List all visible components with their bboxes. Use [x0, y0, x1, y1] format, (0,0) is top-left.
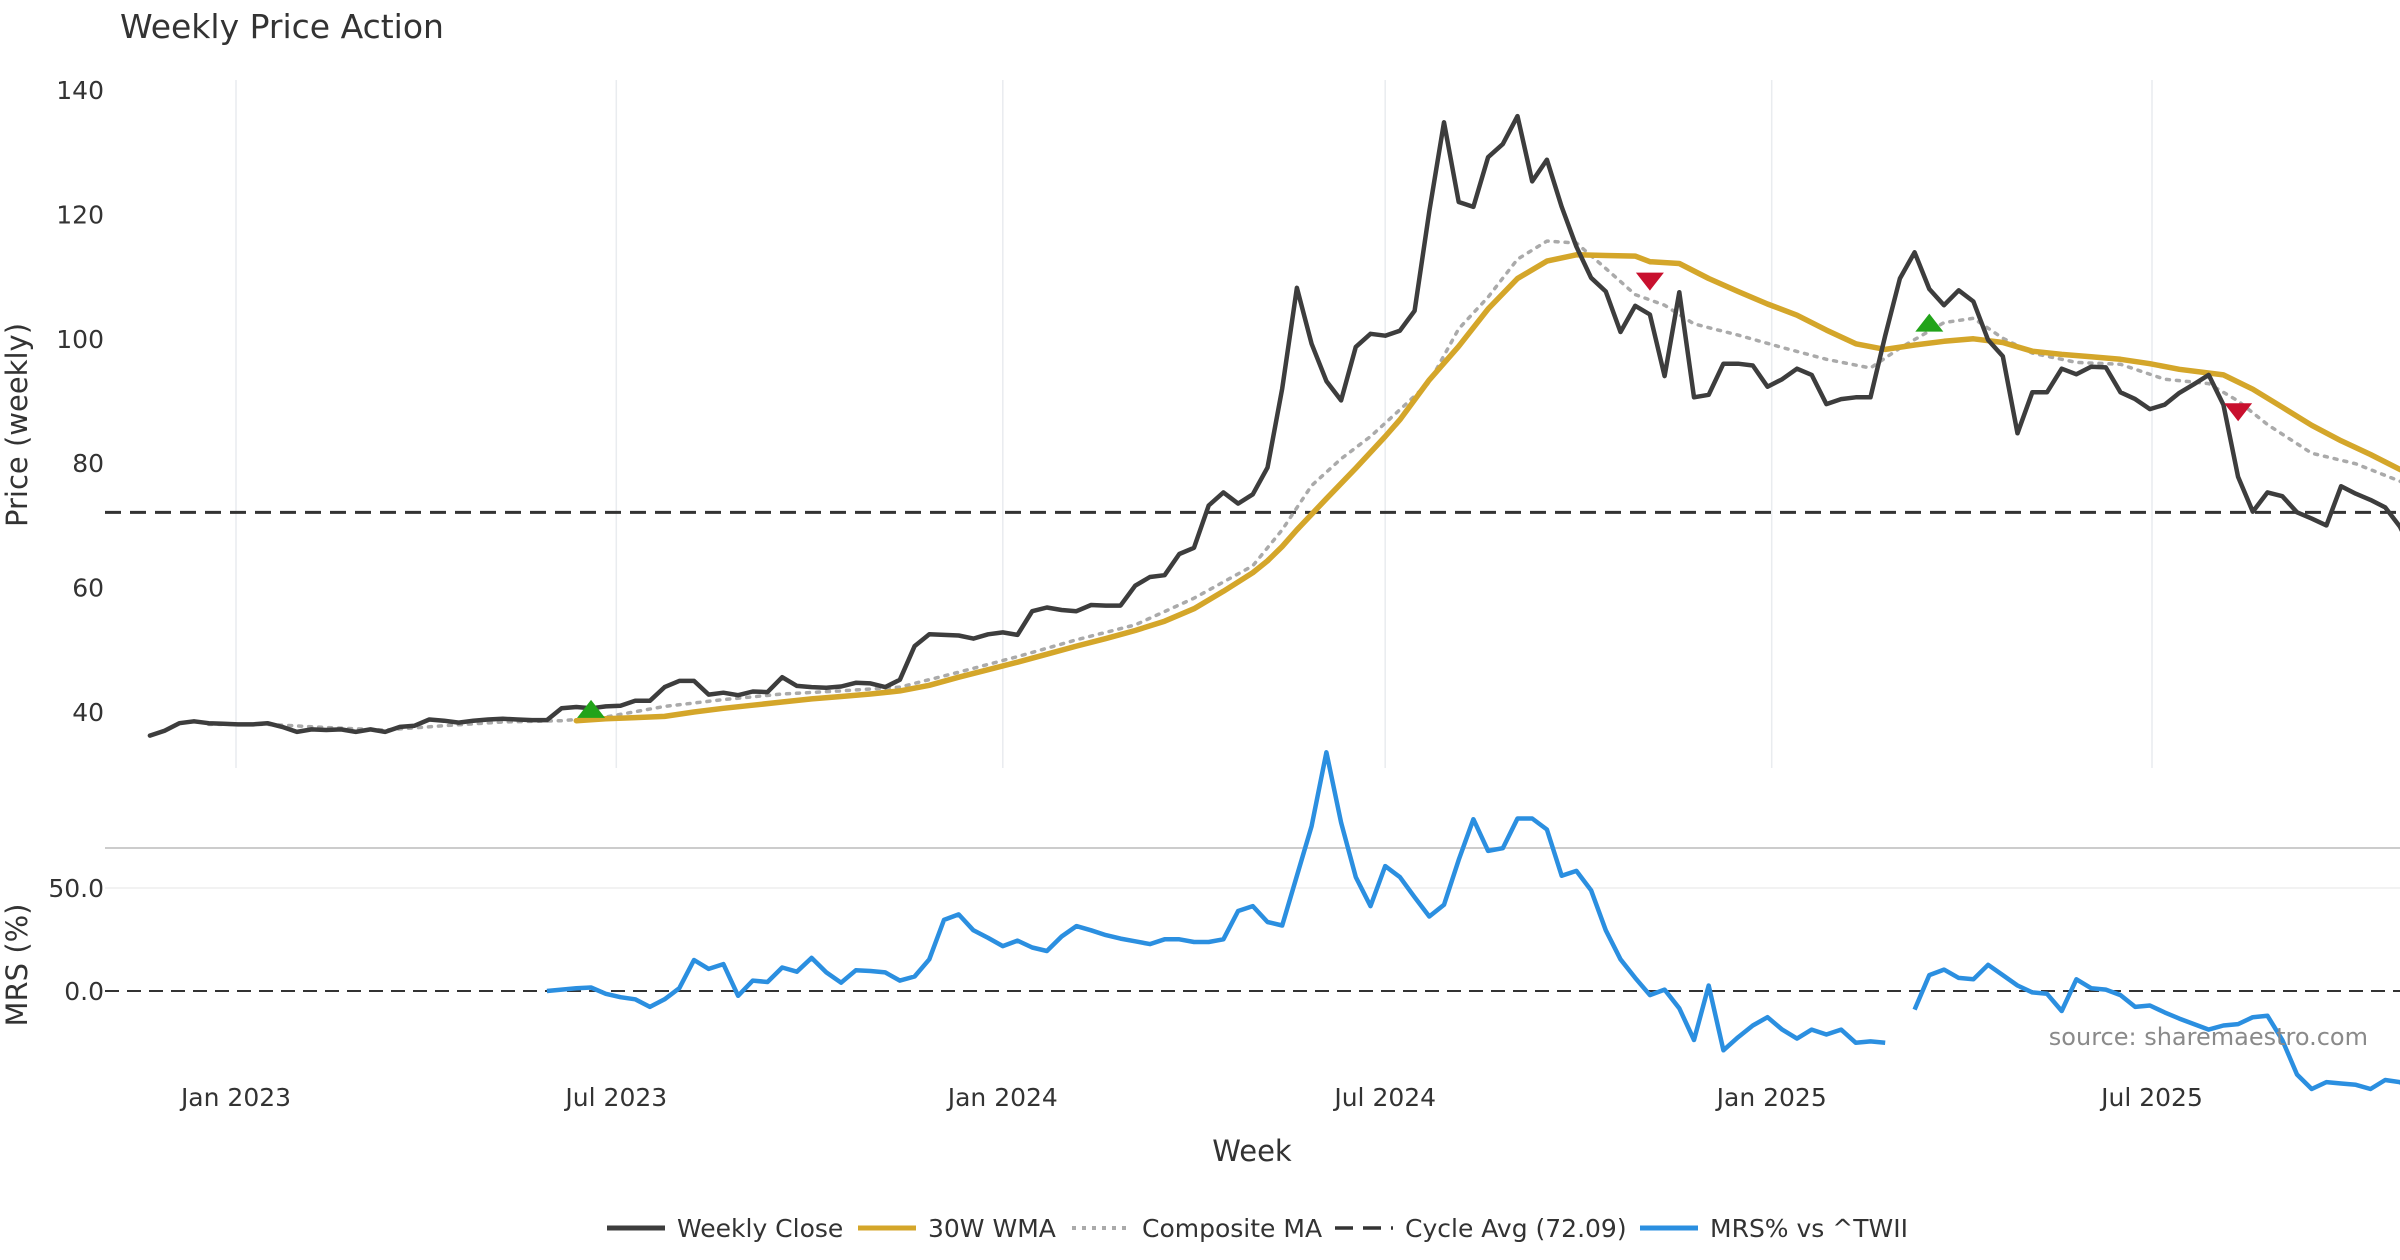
sell-signal-marker-1: [1635, 272, 1664, 291]
signal-markers: [577, 272, 2253, 718]
x-axis-label: Week: [1212, 1134, 1292, 1168]
series-composite-ma: [206, 239, 2400, 732]
price-y-axis-label: Price (weekly): [0, 323, 34, 527]
series-30w-wma: [573, 252, 2400, 724]
x-axis: Jan 2023 Jul 2023 Jan 2024 Jul 2024 Jan 2025…: [179, 1083, 2203, 1168]
legend-label-3: Cycle Avg (72.09): [1405, 1214, 1627, 1243]
price-y-tick-60: 60: [72, 574, 104, 603]
price-gridlines: [235, 80, 2153, 768]
buy-signal-marker-2: [1915, 313, 1944, 332]
x-tick-label-0: Jan 2023: [179, 1083, 291, 1112]
mrs-y-tick-0: 0.0: [64, 977, 104, 1006]
legend-label-0: Weekly Close: [677, 1214, 843, 1243]
source-annotation: source: sharemaestro.com: [2049, 1023, 2368, 1051]
x-tick-label-5: Jul 2025: [2099, 1083, 2203, 1112]
mrs-y-tick-1: 50.0: [48, 874, 104, 903]
mrs-y-ticks: 0.0 50.0: [48, 874, 104, 1006]
legend-label-4: MRS% vs ^TWII: [1710, 1214, 1908, 1243]
series-mrs-segment-1: [1912, 962, 2400, 1092]
chart-title: Weekly Price Action: [120, 7, 444, 46]
x-tick-labels: Jan 2023 Jul 2023 Jan 2024 Jul 2024 Jan 2025…: [179, 1083, 2203, 1112]
price-panel: Weekly Price Action 40 60 80 100 120 140 Pric…: [0, 7, 2400, 768]
price-y-tick-40: 40: [72, 698, 104, 727]
x-tick-label-1: Jul 2023: [563, 1083, 667, 1112]
legend: Weekly Close 30W WMA Composite MA Cycle Avg…: [607, 1214, 1908, 1243]
price-y-tick-80: 80: [72, 449, 104, 478]
price-series: [147, 113, 2400, 738]
price-y-tick-140: 140: [56, 76, 104, 105]
series-weekly-close: [147, 113, 2400, 738]
mrs-series: [546, 750, 2400, 1092]
price-y-tick-120: 120: [56, 200, 104, 229]
price-y-tick-100: 100: [56, 325, 104, 354]
buy-signal-marker-0: [577, 699, 606, 718]
x-tick-label-3: Jul 2024: [1332, 1083, 1436, 1112]
x-tick-label-2: Jan 2024: [946, 1083, 1058, 1112]
price-y-ticks: 40 60 80 100 120 140: [56, 76, 104, 727]
x-tick-label-4: Jan 2025: [1715, 1083, 1827, 1112]
sell-signal-marker-3: [2224, 403, 2253, 422]
mrs-y-axis-label: MRS (%): [0, 904, 34, 1027]
series-mrs-segment-0: [546, 750, 1886, 1053]
mrs-panel: 0.0 50.0 MRS (%) source: sharemaestro.com: [0, 750, 2400, 1092]
legend-label-1: 30W WMA: [928, 1214, 1056, 1243]
legend-label-2: Composite MA: [1142, 1214, 1322, 1243]
